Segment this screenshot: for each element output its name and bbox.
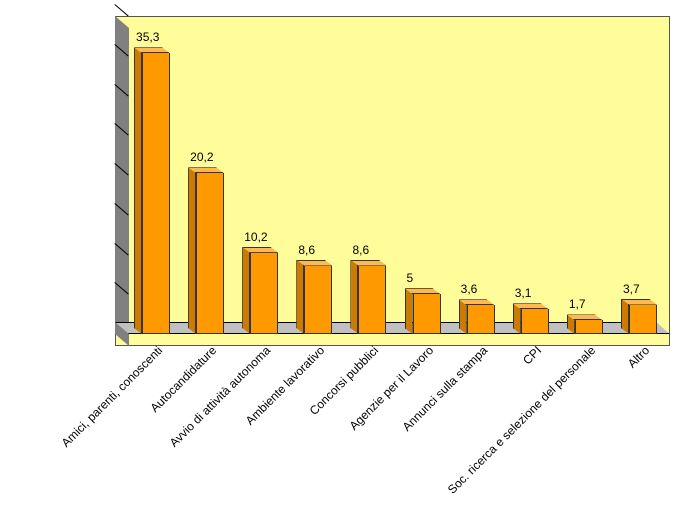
bar-value-label: 8,6 (298, 244, 315, 256)
bar (521, 309, 549, 334)
bar (629, 305, 657, 334)
bar-value-label: 1,7 (569, 298, 586, 310)
bar-value-label: 3,1 (515, 287, 532, 299)
category-label: Avvio di attività autonoma (168, 344, 273, 449)
bar-value-label: 20,2 (190, 151, 213, 163)
bar-chart: 35,3Amici, parenti, conoscenti20,2Autoca… (0, 0, 693, 508)
bar-value-label: 3,7 (623, 283, 640, 295)
bar-side (242, 247, 250, 334)
category-label: CPI (521, 344, 544, 367)
bar-value-label: 35,3 (136, 31, 159, 43)
bar-side (405, 288, 413, 334)
bar (358, 266, 386, 334)
bar-side (621, 299, 629, 334)
bar-value-label: 8,6 (352, 244, 369, 256)
bar-side (134, 47, 142, 334)
bar (575, 320, 603, 334)
bar-side (459, 299, 467, 334)
axis-side-wall (115, 16, 129, 346)
bar (250, 253, 278, 334)
bar (196, 173, 224, 334)
bar (304, 266, 332, 334)
bar (413, 294, 441, 334)
bar-side (350, 260, 358, 334)
bar (467, 305, 495, 334)
y-tick (114, 4, 129, 17)
bar-value-label: 5 (407, 272, 414, 284)
bar-side (296, 260, 304, 334)
bar-value-label: 10,2 (244, 231, 267, 243)
category-label: Altro (625, 344, 651, 370)
bar (142, 53, 170, 334)
bar-value-label: 3,6 (461, 283, 478, 295)
category-label: Amici, parenti, conoscenti (59, 344, 164, 449)
bar-side (188, 167, 196, 334)
